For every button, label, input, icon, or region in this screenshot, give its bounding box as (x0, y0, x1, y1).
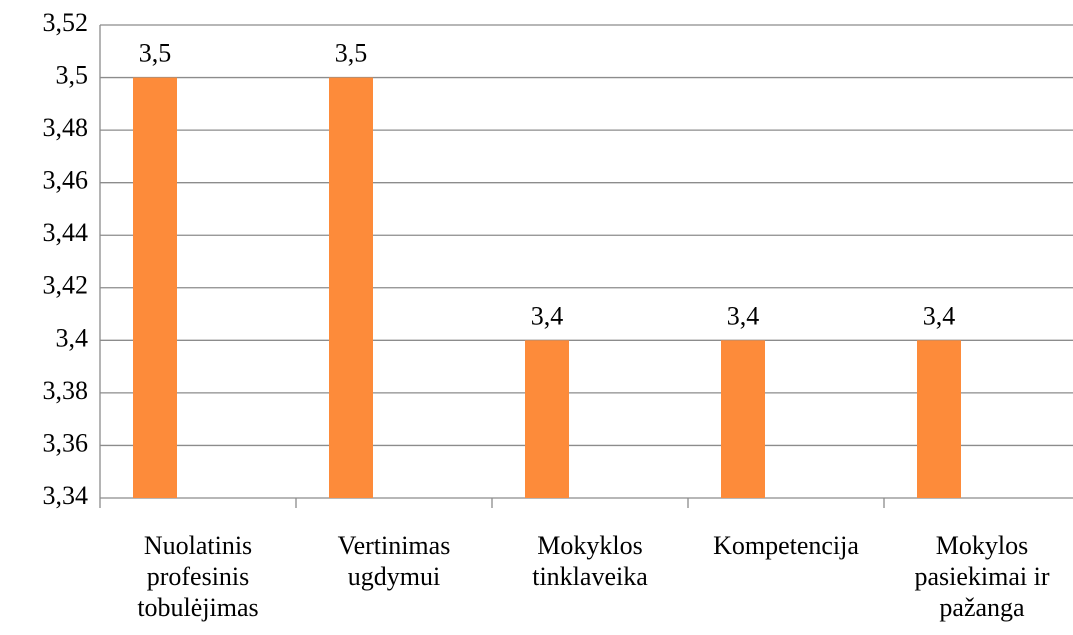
y-tick-label: 3,46 (43, 166, 89, 195)
value-label: 3,4 (727, 301, 760, 330)
value-label: 3,4 (531, 301, 564, 330)
value-label: 3,4 (923, 301, 956, 330)
x-tick-label: Kompetencija (713, 531, 859, 560)
y-tick-label: 3,44 (43, 218, 89, 247)
bar (133, 77, 177, 499)
bar (721, 340, 765, 498)
bar (329, 77, 373, 499)
bar (917, 340, 961, 498)
y-tick-label: 3,38 (43, 376, 89, 405)
y-tick-label: 3,48 (43, 113, 89, 142)
y-tick-label: 3,34 (43, 481, 89, 510)
bar (525, 340, 569, 498)
y-tick-label: 3,42 (43, 271, 89, 300)
value-label: 3,5 (335, 39, 368, 68)
x-tick-label: Vertinimas ugdymui (337, 531, 451, 591)
y-tick-label: 3,36 (43, 428, 89, 457)
value-label: 3,5 (139, 39, 172, 68)
y-tick-label: 3,4 (56, 323, 89, 352)
x-tick-label: Mokylos pasiekimai ir pažanga (914, 531, 1050, 622)
x-tick-label: Mokyklos tinklaveika (532, 531, 648, 591)
y-tick-label: 3,5 (56, 61, 89, 90)
x-tick-label: Nuolatinis profesinis tobulėjimas (137, 531, 259, 622)
y-tick-label: 3,52 (43, 8, 89, 37)
